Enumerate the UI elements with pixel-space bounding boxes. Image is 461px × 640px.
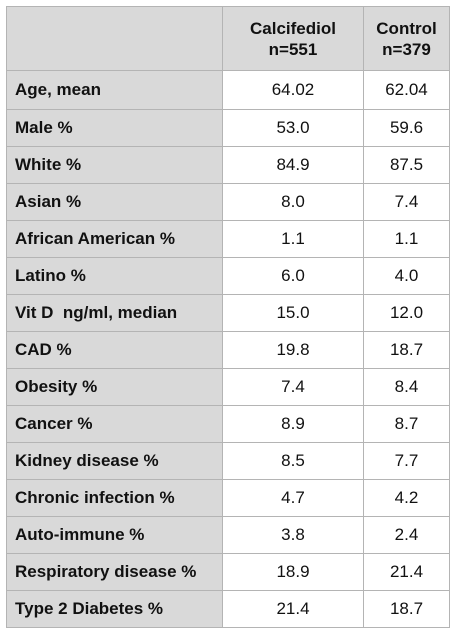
- baseline-characteristics-table-container: Calcifediol n=551 Control n=379 Age, mea…: [6, 6, 450, 628]
- table-row: Auto-immune % 3.8 2.4: [6, 516, 450, 554]
- table-row: Cancer % 8.9 8.7: [6, 405, 450, 443]
- control-value: 18.7: [363, 590, 450, 628]
- calcifediol-value: 19.8: [222, 331, 364, 369]
- calcifediol-value: 21.4: [222, 590, 364, 628]
- table-row: Asian % 8.0 7.4: [6, 183, 450, 221]
- calcifediol-value: 53.0: [222, 109, 364, 147]
- control-value: 8.7: [363, 405, 450, 443]
- control-value: 7.4: [363, 183, 450, 221]
- row-label: Male %: [6, 109, 223, 147]
- row-label: Kidney disease %: [6, 442, 223, 480]
- row-label: Cancer %: [6, 405, 223, 443]
- calcifediol-value: 7.4: [222, 368, 364, 406]
- control-value: 4.0: [363, 257, 450, 295]
- header-row: Calcifediol n=551 Control n=379: [6, 6, 450, 71]
- table-row: Latino % 6.0 4.0: [6, 257, 450, 295]
- control-value: 2.4: [363, 516, 450, 554]
- row-label: Vit D ng/ml, median: [6, 294, 223, 332]
- baseline-characteristics-table: Calcifediol n=551 Control n=379 Age, mea…: [6, 6, 450, 628]
- calcifediol-value: 18.9: [222, 553, 364, 591]
- row-label: African American %: [6, 220, 223, 258]
- header-control-n: n=379: [382, 39, 431, 59]
- row-label: Chronic infection %: [6, 479, 223, 517]
- control-value: 87.5: [363, 146, 450, 184]
- table-row: Age, mean 64.02 62.04: [6, 70, 450, 110]
- row-label: Asian %: [6, 183, 223, 221]
- calcifediol-value: 4.7: [222, 479, 364, 517]
- row-label: Obesity %: [6, 368, 223, 406]
- table-row: CAD % 19.8 18.7: [6, 331, 450, 369]
- table-row: Chronic infection % 4.7 4.2: [6, 479, 450, 517]
- row-label: White %: [6, 146, 223, 184]
- table-row: Male % 53.0 59.6: [6, 109, 450, 147]
- calcifediol-value: 8.0: [222, 183, 364, 221]
- control-value: 21.4: [363, 553, 450, 591]
- row-label: Age, mean: [6, 70, 223, 110]
- row-label: Type 2 Diabetes %: [6, 590, 223, 628]
- header-corner-cell: [6, 6, 223, 71]
- header-control: Control n=379: [363, 6, 450, 71]
- control-value: 8.4: [363, 368, 450, 406]
- table-row: Type 2 Diabetes % 21.4 18.7: [6, 590, 450, 628]
- table-row: White % 84.9 87.5: [6, 146, 450, 184]
- control-value: 18.7: [363, 331, 450, 369]
- table-row: Vit D ng/ml, median 15.0 12.0: [6, 294, 450, 332]
- row-label: Latino %: [6, 257, 223, 295]
- control-value: 59.6: [363, 109, 450, 147]
- control-value: 12.0: [363, 294, 450, 332]
- table-row: African American % 1.1 1.1: [6, 220, 450, 258]
- calcifediol-value: 64.02: [222, 70, 364, 110]
- control-value: 1.1: [363, 220, 450, 258]
- header-calcifediol: Calcifediol n=551: [222, 6, 364, 71]
- calcifediol-value: 84.9: [222, 146, 364, 184]
- row-label: CAD %: [6, 331, 223, 369]
- header-calcifediol-n: n=551: [268, 39, 318, 59]
- header-calcifediol-name: Calcifediol: [250, 18, 336, 38]
- table-row: Kidney disease % 8.5 7.7: [6, 442, 450, 480]
- control-value: 7.7: [363, 442, 450, 480]
- header-control-name: Control: [376, 18, 437, 38]
- calcifediol-value: 8.9: [222, 405, 364, 443]
- row-label: Auto-immune %: [6, 516, 223, 554]
- calcifediol-value: 8.5: [222, 442, 364, 480]
- calcifediol-value: 6.0: [222, 257, 364, 295]
- control-value: 62.04: [363, 70, 450, 110]
- row-label: Respiratory disease %: [6, 553, 223, 591]
- table-body: Age, mean 64.02 62.04 Male % 53.0 59.6 White %…: [6, 70, 450, 628]
- calcifediol-value: 15.0: [222, 294, 364, 332]
- calcifediol-value: 3.8: [222, 516, 364, 554]
- calcifediol-value: 1.1: [222, 220, 364, 258]
- table-row: Obesity % 7.4 8.4: [6, 368, 450, 406]
- table-row: Respiratory disease % 18.9 21.4: [6, 553, 450, 591]
- control-value: 4.2: [363, 479, 450, 517]
